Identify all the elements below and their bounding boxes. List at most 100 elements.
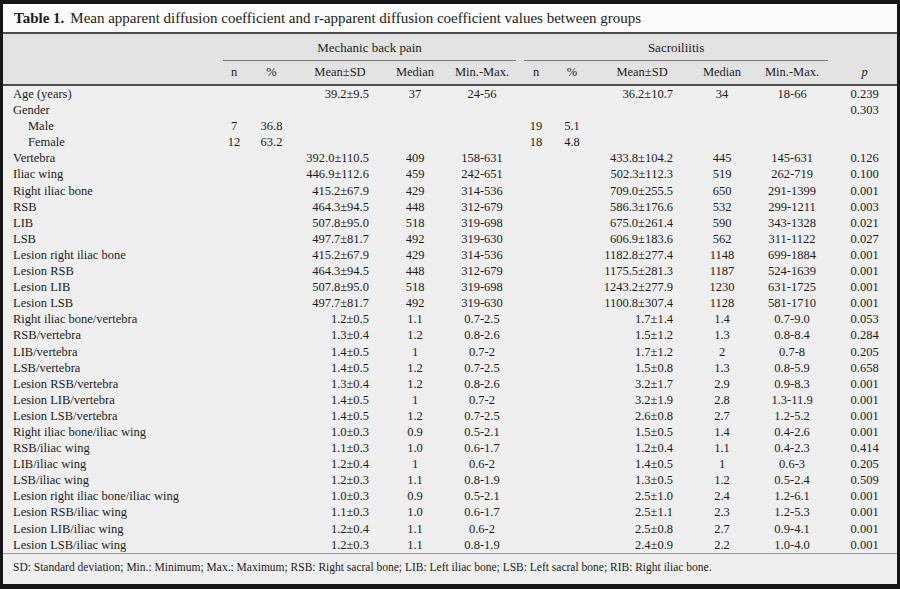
cell-median: 519 — [692, 166, 752, 182]
cell-row-label: Lesion RSB/vertebra — [3, 376, 219, 392]
cell-row-label: Vertebra — [3, 150, 219, 166]
cell-min-max: 1.3-11.9 — [752, 392, 832, 408]
cell-pct — [249, 263, 294, 279]
table-row: Iliac wing446.9±112.6459242-651502.3±112… — [3, 166, 897, 182]
cell-n — [520, 311, 552, 327]
cell-row-label: LSB — [3, 231, 219, 247]
table-row: LSB/vertebra1.4±0.51.20.7-2.51.5±0.81.30… — [3, 360, 897, 376]
data-table: Mechanic back pain Sacroiliitis n % Mean… — [3, 34, 897, 580]
cell-min-max — [444, 102, 520, 118]
cell-min-max: 0.7-2 — [444, 344, 520, 360]
cell-n — [219, 311, 249, 327]
cell-p-value: 0.001 — [832, 408, 897, 424]
cell-min-max: 319-698 — [444, 215, 520, 231]
table-row: LIB/iliac wing1.2±0.410.6-21.4±0.510.6-3… — [3, 456, 897, 472]
cell-median: 1.2 — [386, 327, 444, 343]
cell-row-label: LIB/iliac wing — [3, 456, 219, 472]
cell-pct — [249, 295, 294, 311]
cell-p-value: 0.001 — [832, 263, 897, 279]
cell-p-value: 0.001 — [832, 376, 897, 392]
cell-n — [219, 456, 249, 472]
table-1-frame: Table 1. Mean apparent diffusion coeffic… — [0, 0, 900, 589]
cell-p-value — [832, 118, 897, 134]
cell-min-max: 0.6-3 — [752, 456, 832, 472]
table-row: Lesion RSB464.3±94.5448312-6791175.5±281… — [3, 263, 897, 279]
cell-min-max: 312-679 — [444, 199, 520, 215]
cell-min-max: 0.7-9.0 — [752, 311, 832, 327]
cell-p-value: 0.284 — [832, 327, 897, 343]
cell-min-max: 312-679 — [444, 263, 520, 279]
cell-median: 1.1 — [386, 537, 444, 554]
cell-median: 0.9 — [386, 424, 444, 440]
cell-pct — [552, 344, 592, 360]
table-row: Lesion LSB/vertebra1.4±0.51.20.7-2.52.6±… — [3, 408, 897, 424]
cell-pct — [552, 424, 592, 440]
cell-n — [219, 102, 249, 118]
cell-p-value: 0.001 — [832, 183, 897, 199]
table-row: Lesion right iliac bone/iliac wing1.0±0.… — [3, 488, 897, 504]
cell-n — [219, 183, 249, 199]
table-row: Lesion right iliac bone415.2±67.9429314-… — [3, 247, 897, 263]
cell-mean-sd: 392.0±110.5 — [294, 150, 386, 166]
cell-pct — [249, 456, 294, 472]
cell-mean-sd: 1.4±0.5 — [294, 344, 386, 360]
table-row: Right iliac bone/iliac wing1.0±0.30.90.5… — [3, 424, 897, 440]
cell-min-max — [444, 118, 520, 134]
cell-median: 1.2 — [386, 408, 444, 424]
cell-min-max: 0.7-8 — [752, 344, 832, 360]
cell-pct: 4.8 — [552, 134, 592, 150]
cell-pct — [249, 199, 294, 215]
cell-mean-sd: 1.5±0.5 — [592, 424, 692, 440]
cell-p-value: 0.001 — [832, 504, 897, 520]
cell-mean-sd: 1.7±1.2 — [592, 344, 692, 360]
cell-n — [219, 488, 249, 504]
cell-mean-sd: 1.1±0.3 — [294, 504, 386, 520]
cell-mean-sd: 606.9±183.6 — [592, 231, 692, 247]
cell-n — [219, 504, 249, 520]
cell-row-label: Lesion LIB/vertebra — [3, 392, 219, 408]
cell-n — [219, 424, 249, 440]
cell-min-max: 0.8-8.4 — [752, 327, 832, 343]
cell-min-max: 524-1639 — [752, 263, 832, 279]
cell-median: 1187 — [692, 263, 752, 279]
cell-row-label: Gender — [3, 102, 219, 118]
cell-n — [520, 537, 552, 554]
cell-n — [520, 183, 552, 199]
cell-median: 448 — [386, 199, 444, 215]
cell-row-label: Iliac wing — [3, 166, 219, 182]
cell-row-label: Lesion LSB/vertebra — [3, 408, 219, 424]
cell-mean-sd — [294, 102, 386, 118]
cell-median: 448 — [386, 263, 444, 279]
cell-median: 492 — [386, 231, 444, 247]
cell-mean-sd: 1.2±0.3 — [294, 537, 386, 554]
cell-min-max: 0.9-4.1 — [752, 521, 832, 537]
cell-p-value: 0.001 — [832, 279, 897, 295]
table-row: LIB/vertebra1.4±0.510.7-21.7±1.220.7-80.… — [3, 344, 897, 360]
cell-n — [520, 472, 552, 488]
cell-row-label: Lesion RSB — [3, 263, 219, 279]
cell-mean-sd: 2.4±0.9 — [592, 537, 692, 554]
col-header-min-max: Min.-Max. — [752, 61, 832, 85]
cell-min-max: 0.5-2.4 — [752, 472, 832, 488]
cell-pct: 36.8 — [249, 118, 294, 134]
cell-n — [520, 166, 552, 182]
cell-mean-sd: 415.2±67.9 — [294, 183, 386, 199]
cell-pct — [249, 166, 294, 182]
cell-min-max: 0.5-2.1 — [444, 488, 520, 504]
cell-median: 429 — [386, 247, 444, 263]
cell-mean-sd: 1.1±0.3 — [294, 440, 386, 456]
empty-header-cell — [3, 34, 219, 61]
cell-min-max: 0.7-2 — [444, 392, 520, 408]
cell-min-max: 0.8-1.9 — [444, 537, 520, 554]
cell-n — [520, 392, 552, 408]
cell-median: 1.1 — [386, 521, 444, 537]
cell-median: 1.3 — [692, 327, 752, 343]
cell-mean-sd: 39.2±9.5 — [294, 85, 386, 102]
cell-min-max: 0.6-2 — [444, 521, 520, 537]
cell-median: 1 — [386, 456, 444, 472]
cell-p-value: 0.053 — [832, 311, 897, 327]
cell-p-value: 0.239 — [832, 85, 897, 102]
table-row: Lesion LIB/vertebra1.4±0.510.7-23.2±1.92… — [3, 392, 897, 408]
cell-median: 409 — [386, 150, 444, 166]
cell-mean-sd: 507.8±95.0 — [294, 215, 386, 231]
